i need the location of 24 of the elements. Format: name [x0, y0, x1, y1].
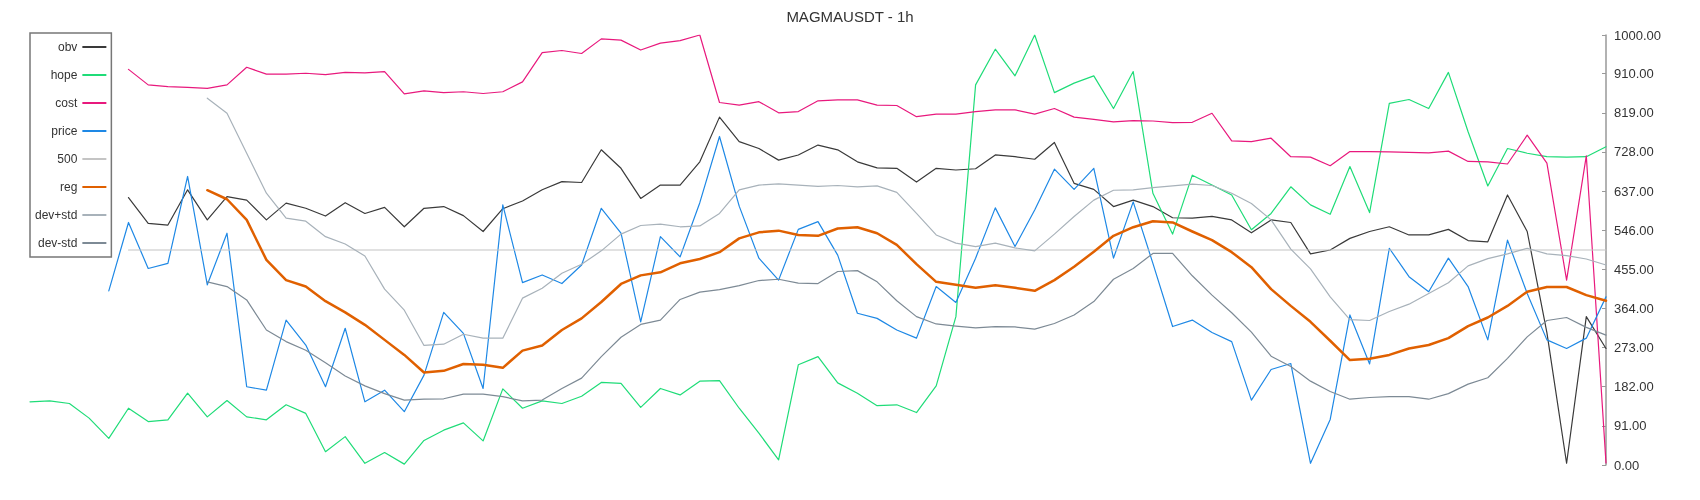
legend-label: obv: [58, 40, 78, 54]
line-series: [206, 188, 1608, 374]
y-tick-label: 0.00: [1614, 457, 1640, 473]
y-tick-label: 182.00: [1614, 379, 1654, 395]
legend-label: 500: [57, 152, 78, 166]
line-series: [206, 252, 1607, 402]
legend-label: cost: [55, 96, 79, 110]
y-tick-label: 819.00: [1614, 105, 1654, 121]
legend-label: dev-std: [38, 236, 78, 250]
y-tick-label: 1000.00: [1614, 27, 1661, 43]
legend-label: price: [51, 124, 78, 138]
y-tick-label: 546.00: [1614, 222, 1654, 238]
chart-title: MAGMAUSDT - 1h: [786, 8, 914, 25]
y-tick-label: 91.00: [1614, 418, 1647, 434]
legend-label: dev+std: [34, 208, 78, 222]
y-tick-label: 910.00: [1614, 66, 1654, 82]
y-tick-label: 364.00: [1614, 300, 1654, 316]
y-tick-label: 637.00: [1614, 183, 1654, 199]
y-tick-label: 455.00: [1614, 261, 1654, 277]
legend-label: reg: [60, 180, 78, 194]
y-tick-label: 728.00: [1614, 144, 1654, 160]
line-series: [206, 97, 1607, 347]
legend-label: hope: [50, 68, 78, 82]
y-tick-label: 273.00: [1614, 340, 1654, 356]
